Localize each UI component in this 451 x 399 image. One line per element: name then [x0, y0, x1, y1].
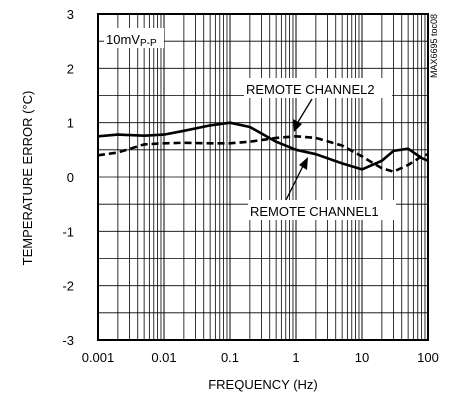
channel2-label-bg [244, 78, 392, 98]
x-tick-label: 0.01 [151, 350, 176, 365]
condition-label: 10mVP-P [106, 32, 157, 49]
y-tick-label: 1 [67, 116, 74, 131]
y-tick-label: 2 [67, 61, 74, 76]
series-line-2 [97, 135, 429, 173]
x-tick-label: 100 [417, 350, 439, 365]
series-line-1 [97, 121, 429, 171]
channel1-arrow-head [299, 157, 308, 170]
x-axis-label: FREQUENCY (Hz) [208, 377, 318, 392]
series-layer [97, 121, 429, 173]
y-axis-label: TEMPERATURE ERROR (°C) [20, 91, 35, 266]
channel2-arrow-head [293, 119, 302, 132]
y-tick-label: 3 [67, 7, 74, 22]
y-tick-label: -1 [62, 224, 74, 239]
channel1-arrow-line [285, 165, 304, 201]
y-tick-label: -3 [62, 333, 74, 348]
channel1-label: REMOTE CHANNEL1 [250, 204, 379, 219]
channel1-label-bg [248, 200, 396, 220]
x-tick-label: 0.001 [82, 350, 115, 365]
channel2-arrow-line [297, 98, 313, 123]
x-tick-label: 10 [355, 350, 369, 365]
document-code: MAX6695 toc08 [429, 14, 439, 78]
x-tick-label: 1 [292, 350, 299, 365]
channel2-label: REMOTE CHANNEL2 [246, 82, 375, 97]
x-tick-label: 0.1 [221, 350, 239, 365]
condition-label-bg [104, 28, 164, 48]
y-tick-label: 0 [67, 170, 74, 185]
y-tick-label: -2 [62, 279, 74, 294]
plot-frame [97, 13, 429, 341]
